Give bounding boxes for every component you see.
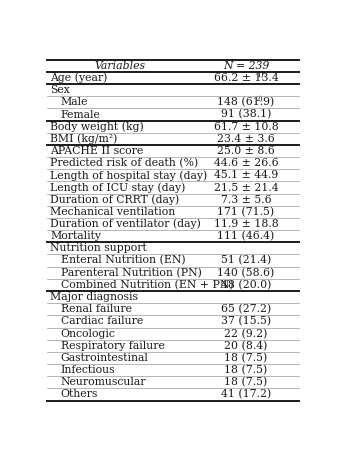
Text: Enteral Nutrition (EN): Enteral Nutrition (EN) <box>61 256 185 266</box>
Text: Respiratory failure: Respiratory failure <box>61 341 165 351</box>
Text: Cardiac failure: Cardiac failure <box>61 316 143 326</box>
Text: Others: Others <box>61 390 98 400</box>
Text: 41 (17.2): 41 (17.2) <box>221 390 271 400</box>
Text: 65 (27.2): 65 (27.2) <box>221 304 271 315</box>
Text: 66.2 ± 13.4: 66.2 ± 13.4 <box>214 73 278 83</box>
Text: Age (year): Age (year) <box>50 73 107 83</box>
Text: Variables: Variables <box>95 61 146 71</box>
Text: 2): 2) <box>255 95 263 103</box>
Text: 148 (61.9): 148 (61.9) <box>217 97 274 108</box>
Text: 140 (58.6): 140 (58.6) <box>217 267 274 278</box>
Text: Renal failure: Renal failure <box>61 304 131 314</box>
Text: 18 (7.5): 18 (7.5) <box>224 377 268 387</box>
Text: 25.0 ± 8.6: 25.0 ± 8.6 <box>217 146 275 156</box>
Text: BMI (kg/m²): BMI (kg/m²) <box>50 133 118 144</box>
Text: Neuromuscular: Neuromuscular <box>61 377 146 387</box>
Text: 21.5 ± 21.4: 21.5 ± 21.4 <box>214 183 278 192</box>
Text: Infectious: Infectious <box>61 365 115 375</box>
Text: 20 (8.4): 20 (8.4) <box>224 340 268 351</box>
Text: Oncologic: Oncologic <box>61 329 116 339</box>
Text: 1): 1) <box>256 70 264 79</box>
Text: 22 (9.2): 22 (9.2) <box>224 328 268 339</box>
Text: 45.1 ± 44.9: 45.1 ± 44.9 <box>214 170 278 180</box>
Text: Parenteral Nutrition (PN): Parenteral Nutrition (PN) <box>61 267 201 278</box>
Text: Mortality: Mortality <box>50 231 101 241</box>
Text: Gastrointestinal: Gastrointestinal <box>61 353 148 363</box>
Text: Mechanical ventilation: Mechanical ventilation <box>50 207 175 217</box>
Text: Nutrition support: Nutrition support <box>50 243 147 253</box>
Text: Body weight (kg): Body weight (kg) <box>50 121 144 132</box>
Text: 18 (7.5): 18 (7.5) <box>224 365 268 375</box>
Text: 23.4 ± 3.6: 23.4 ± 3.6 <box>217 134 275 144</box>
Text: Duration of ventilator (day): Duration of ventilator (day) <box>50 219 201 229</box>
Text: Combined Nutrition (EN + PN): Combined Nutrition (EN + PN) <box>61 280 233 290</box>
Text: 37 (15.5): 37 (15.5) <box>221 316 271 326</box>
Text: 51 (21.4): 51 (21.4) <box>221 256 271 266</box>
Text: Predicted risk of death (%): Predicted risk of death (%) <box>50 158 198 168</box>
Text: 11.9 ± 18.8: 11.9 ± 18.8 <box>214 219 278 229</box>
Text: 44.6 ± 26.6: 44.6 ± 26.6 <box>214 158 278 168</box>
Text: N = 239: N = 239 <box>223 61 269 71</box>
Text: Major diagnosis: Major diagnosis <box>50 292 138 302</box>
Text: Male: Male <box>61 97 88 107</box>
Text: 171 (71.5): 171 (71.5) <box>217 207 274 217</box>
Text: 111 (46.4): 111 (46.4) <box>217 231 274 242</box>
Text: Length of ICU stay (day): Length of ICU stay (day) <box>50 182 186 193</box>
Text: Female: Female <box>61 109 100 119</box>
Text: Duration of CRRT (day): Duration of CRRT (day) <box>50 194 179 205</box>
Text: 7.3 ± 5.6: 7.3 ± 5.6 <box>221 195 271 205</box>
Text: 91 (38.1): 91 (38.1) <box>221 109 271 120</box>
Text: 48 (20.0): 48 (20.0) <box>221 280 271 290</box>
Text: Sex: Sex <box>50 85 70 95</box>
Text: Length of hospital stay (day): Length of hospital stay (day) <box>50 170 207 181</box>
Text: APACHE II score: APACHE II score <box>50 146 143 156</box>
Text: 18 (7.5): 18 (7.5) <box>224 353 268 363</box>
Text: 61.7 ± 10.8: 61.7 ± 10.8 <box>214 122 278 132</box>
